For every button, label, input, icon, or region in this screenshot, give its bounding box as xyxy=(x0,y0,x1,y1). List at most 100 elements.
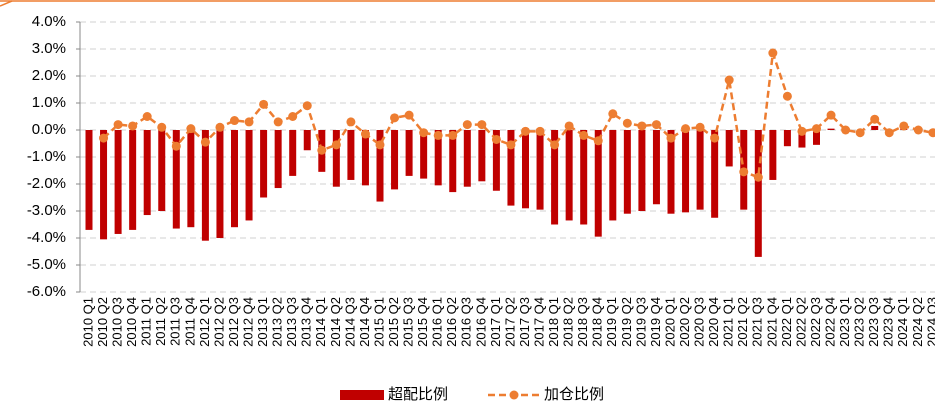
line-marker xyxy=(244,117,254,127)
bar xyxy=(623,130,631,214)
line-marker xyxy=(550,140,560,150)
bar xyxy=(158,130,166,211)
line-marker xyxy=(564,121,574,131)
x-tick-label: 2017 Q4 xyxy=(531,297,546,347)
x-tick-label: 2015 Q1 xyxy=(371,297,386,347)
x-tick-label: 2014 Q3 xyxy=(342,297,357,347)
bar xyxy=(725,130,733,167)
y-tick-label: 0.0% xyxy=(32,121,66,138)
line-marker xyxy=(419,128,429,138)
bar xyxy=(172,130,180,229)
line-marker xyxy=(681,124,691,134)
line-marker xyxy=(826,110,836,120)
bar xyxy=(492,130,500,191)
bar xyxy=(813,130,820,145)
line-marker xyxy=(302,101,312,111)
line-marker xyxy=(259,99,269,109)
line-marker xyxy=(215,122,225,132)
x-tick-label: 2014 Q4 xyxy=(357,297,372,347)
line-marker xyxy=(404,110,414,120)
x-tick-label: 2018 Q4 xyxy=(590,297,605,347)
line-marker xyxy=(724,75,734,85)
x-tick-label: 2015 Q4 xyxy=(415,297,430,347)
x-tick-label: 2012 Q4 xyxy=(240,297,255,347)
bar xyxy=(652,130,660,205)
y-tick-label: 4.0% xyxy=(32,13,66,30)
bar xyxy=(827,128,835,130)
bar xyxy=(114,130,122,234)
line-marker xyxy=(739,167,749,177)
x-tick-label: 2021 Q2 xyxy=(735,297,750,347)
x-tick-label: 2010 Q4 xyxy=(124,297,139,347)
line-marker xyxy=(157,122,167,132)
x-tick-label: 2023 Q3 xyxy=(866,297,881,347)
bar xyxy=(711,130,719,218)
line-marker xyxy=(710,133,720,143)
bar xyxy=(420,130,428,179)
line-marker xyxy=(899,121,909,131)
bar xyxy=(216,130,224,238)
x-tick-label: 2013 Q3 xyxy=(284,297,299,347)
y-tick-label: -6.0% xyxy=(27,283,66,300)
bar xyxy=(565,130,573,221)
bar xyxy=(245,130,253,221)
line-marker xyxy=(230,116,239,126)
x-tick-label: 2022 Q1 xyxy=(779,297,794,347)
line-marker xyxy=(812,124,821,134)
x-tick-label: 2023 Q2 xyxy=(852,297,867,347)
line-marker xyxy=(491,134,501,144)
bar xyxy=(536,130,544,210)
line-marker xyxy=(695,122,705,132)
legend-swatch xyxy=(340,390,384,400)
line-marker xyxy=(113,120,123,130)
line-marker xyxy=(928,128,935,138)
bar xyxy=(85,130,93,230)
legend-label: 加仓比例 xyxy=(544,386,604,403)
x-tick-label: 2020 Q4 xyxy=(706,297,721,347)
bar xyxy=(347,130,355,180)
line-marker xyxy=(666,133,676,143)
x-tick-label: 2020 Q1 xyxy=(662,297,677,347)
line-marker xyxy=(855,128,865,138)
legend-swatch xyxy=(509,390,519,400)
line-marker xyxy=(870,114,880,124)
line-marker xyxy=(462,120,472,130)
bar xyxy=(638,130,646,211)
line-marker xyxy=(448,130,458,140)
line-marker xyxy=(535,126,545,136)
y-tick-label: -3.0% xyxy=(27,202,66,219)
x-tick-label: 2022 Q2 xyxy=(793,297,808,347)
x-tick-label: 2020 Q3 xyxy=(692,297,707,347)
x-tick-label: 2013 Q2 xyxy=(270,297,285,347)
bar xyxy=(609,130,617,221)
x-tick-label: 2024 Q1 xyxy=(895,297,910,347)
bar xyxy=(551,130,559,225)
bar xyxy=(231,130,238,228)
bar xyxy=(507,130,515,206)
x-tick-label: 2021 Q3 xyxy=(750,297,765,347)
y-tick-label: 3.0% xyxy=(32,40,66,57)
x-tick-label: 2011 Q2 xyxy=(153,297,168,346)
x-tick-label: 2022 Q3 xyxy=(808,297,823,347)
x-tick-label: 2015 Q2 xyxy=(386,297,401,347)
corner-mark xyxy=(0,0,13,7)
bar xyxy=(754,130,762,257)
bar xyxy=(332,130,340,187)
x-tick-label: 2024 Q2 xyxy=(910,297,925,347)
x-tick-label: 2016 Q2 xyxy=(444,297,459,347)
x-tick-label: 2017 Q2 xyxy=(502,297,517,347)
bar xyxy=(594,130,602,237)
bar xyxy=(289,130,297,176)
line-marker xyxy=(99,133,109,143)
y-tick-label: -1.0% xyxy=(27,148,66,165)
bar xyxy=(449,130,457,193)
line-marker xyxy=(797,126,807,136)
bar xyxy=(871,125,879,130)
line-marker xyxy=(593,136,603,146)
line xyxy=(102,52,934,179)
x-tick-label: 2019 Q4 xyxy=(648,297,663,347)
line-marker xyxy=(273,117,283,127)
x-tick-label: 2010 Q2 xyxy=(95,297,110,347)
bar xyxy=(696,130,704,210)
